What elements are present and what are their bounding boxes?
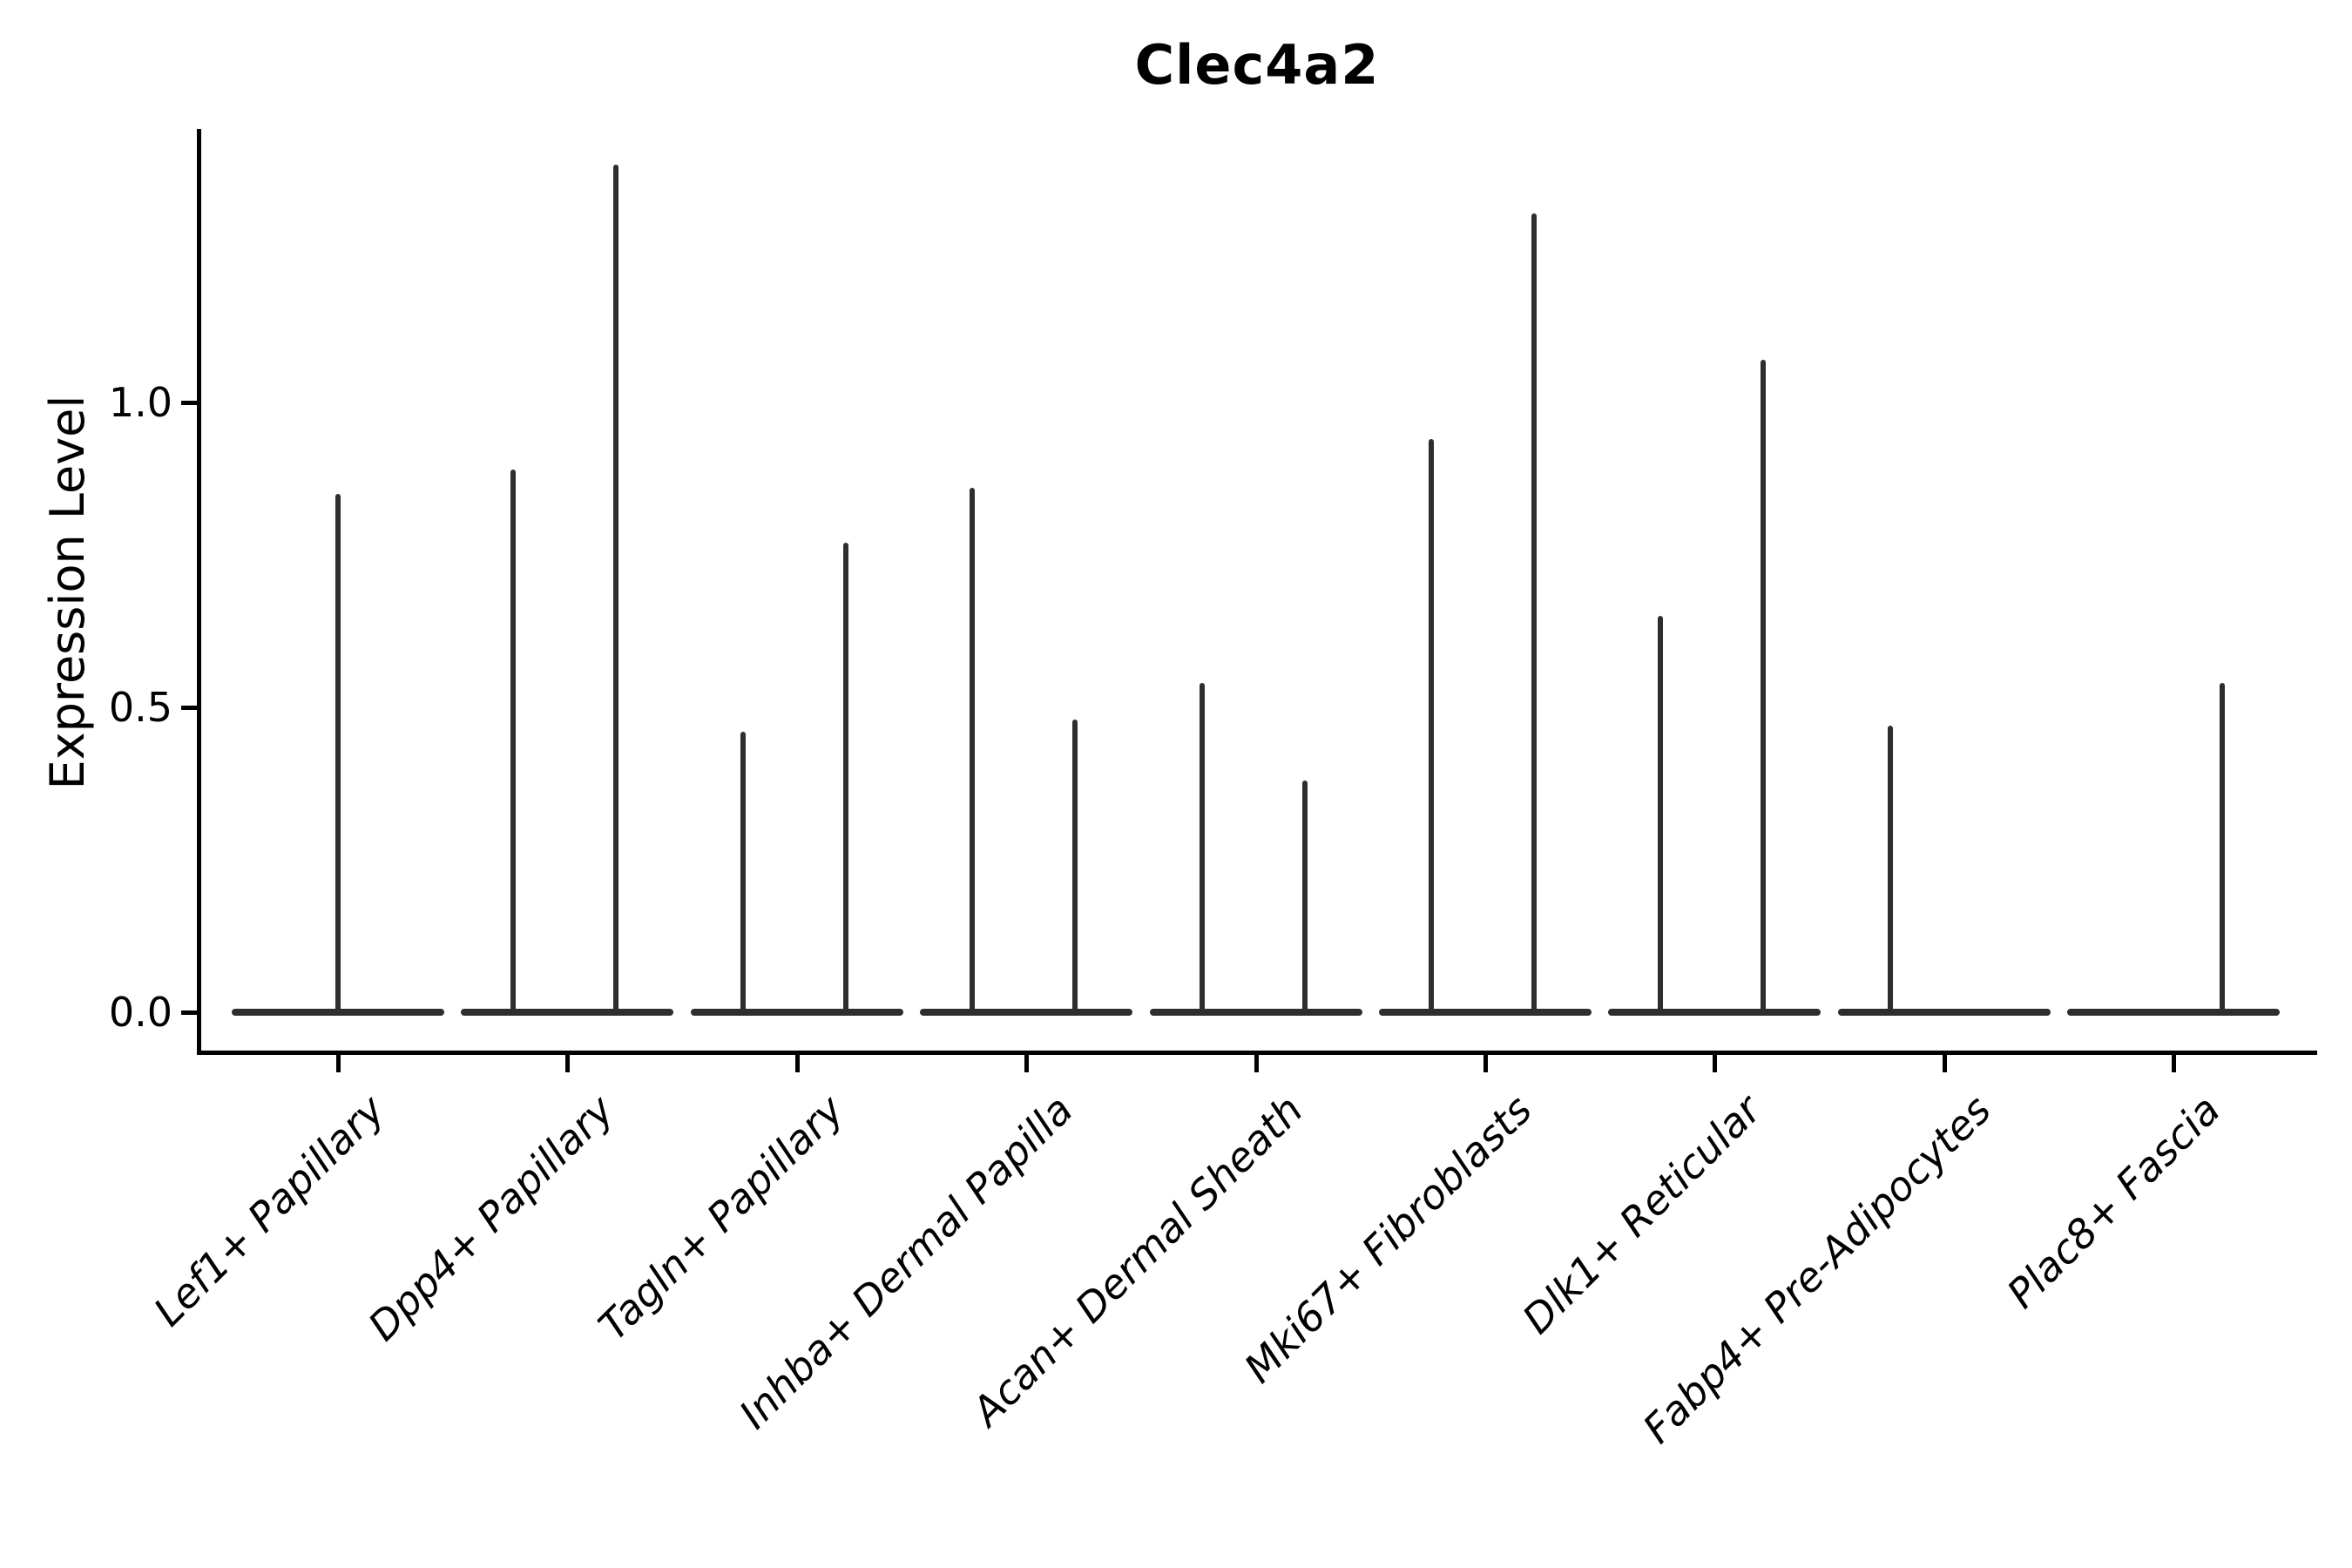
violin-spike <box>613 165 619 1016</box>
x-tick-mark <box>1024 1055 1030 1072</box>
violin-spike <box>510 470 517 1016</box>
violin-spike <box>740 732 746 1016</box>
y-axis-spine <box>197 129 201 1055</box>
y-tick-label: 0.0 <box>108 989 172 1036</box>
violin-base <box>920 1009 1133 1016</box>
violin-base <box>1837 1009 2051 1016</box>
violin-spike <box>1887 726 1893 1016</box>
violin-base <box>2067 1009 2281 1016</box>
x-tick-mark <box>1713 1055 1718 1072</box>
violin-spike <box>335 494 341 1016</box>
violin-spike <box>1531 213 1537 1016</box>
violin-base <box>1149 1009 1362 1016</box>
violin-spike <box>970 488 976 1016</box>
x-tick-mark <box>2172 1055 2177 1072</box>
y-tick-mark <box>181 401 197 405</box>
violin-base <box>690 1009 903 1016</box>
y-tick-label: 1.0 <box>108 379 172 426</box>
violin-spike <box>1429 439 1434 1016</box>
x-tick-mark <box>336 1055 341 1072</box>
x-tick-mark <box>1484 1055 1488 1072</box>
x-tick-mark <box>794 1055 800 1072</box>
y-tick-label: 0.5 <box>108 684 172 731</box>
chart-title: Clec4a2 <box>1134 33 1380 97</box>
violin-spike <box>1199 683 1205 1016</box>
x-tick-mark <box>565 1055 571 1072</box>
violin-spike <box>1301 781 1308 1016</box>
violin-spike <box>842 543 848 1016</box>
x-tick-mark <box>1254 1055 1259 1072</box>
violin-base <box>1608 1009 1821 1016</box>
violin-spike <box>1658 616 1664 1016</box>
violin-base <box>461 1009 674 1016</box>
y-tick-mark <box>181 1010 197 1015</box>
violin-spike <box>2220 683 2226 1016</box>
x-axis-spine <box>197 1051 2317 1055</box>
y-tick-mark <box>181 706 197 710</box>
violin-spike <box>1761 360 1767 1016</box>
violin-base <box>1379 1009 1592 1016</box>
x-tick-mark <box>1942 1055 1947 1072</box>
violin-spike <box>1072 720 1078 1016</box>
